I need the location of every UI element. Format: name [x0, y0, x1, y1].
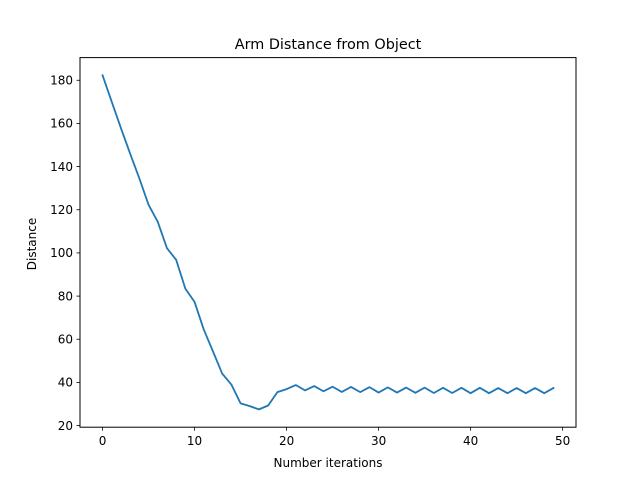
- y-tick-label: 20: [58, 419, 73, 433]
- plot-area: [101, 74, 555, 411]
- data-point: [479, 387, 480, 388]
- data-point: [222, 373, 223, 374]
- data-point: [544, 393, 545, 394]
- x-tick-label: 30: [371, 434, 386, 448]
- y-tick-label: 160: [50, 117, 73, 131]
- y-tick-label: 80: [58, 289, 73, 303]
- data-point: [332, 386, 333, 387]
- y-axis-label: Distance: [25, 218, 39, 270]
- data-point: [350, 386, 351, 387]
- data-point: [396, 392, 397, 393]
- data-point: [488, 393, 489, 394]
- y-tick-label: 40: [58, 376, 73, 390]
- x-tick-label: 40: [463, 434, 478, 448]
- data-point: [415, 392, 416, 393]
- data-point: [194, 301, 195, 302]
- data-point: [387, 387, 388, 388]
- data-point: [378, 392, 379, 393]
- data-point: [360, 392, 361, 393]
- data-point: [433, 392, 434, 393]
- data-point: [534, 387, 535, 388]
- data-point: [516, 387, 517, 388]
- data-point: [498, 387, 499, 388]
- data-point: [130, 153, 131, 154]
- data-point: [507, 393, 508, 394]
- data-point: [212, 351, 213, 352]
- data-point: [304, 390, 305, 391]
- data-point: [553, 387, 554, 388]
- y-tick-label: 60: [58, 332, 73, 346]
- data-point: [406, 387, 407, 388]
- data-point: [295, 384, 296, 385]
- data-point: [452, 392, 453, 393]
- axes-frame: [79, 57, 577, 428]
- data-point: [102, 75, 103, 76]
- data-point: [148, 204, 149, 205]
- data-point: [323, 391, 324, 392]
- x-tick-label: 0: [99, 434, 107, 448]
- y-tick-label: 120: [50, 203, 73, 217]
- data-point: [231, 384, 232, 385]
- data-point: [258, 409, 259, 410]
- series-line-0: [101, 74, 555, 411]
- x-axis-label: Number iterations: [274, 456, 383, 470]
- data-point: [166, 248, 167, 249]
- data-point: [139, 178, 140, 179]
- data-point: [424, 387, 425, 388]
- data-point: [240, 403, 241, 404]
- data-point: [185, 288, 186, 289]
- data-point: [525, 393, 526, 394]
- data-point: [277, 392, 278, 393]
- data-point: [442, 387, 443, 388]
- data-point: [203, 329, 204, 330]
- y-tick-label: 180: [50, 73, 73, 87]
- y-tick-label: 140: [50, 160, 73, 174]
- x-tick-label: 20: [279, 434, 294, 448]
- data-point: [369, 387, 370, 388]
- data-point: [111, 101, 112, 102]
- data-point: [341, 391, 342, 392]
- data-point: [120, 128, 121, 129]
- x-tick-label: 50: [555, 434, 570, 448]
- data-point: [461, 387, 462, 388]
- data-point: [314, 385, 315, 386]
- x-axis: 0 10 20 30 40 50: [99, 427, 570, 448]
- y-tick-label: 100: [50, 246, 73, 260]
- y-axis: 20 40 60 80 100 120 140 160 180: [50, 73, 80, 433]
- data-point: [157, 221, 158, 222]
- data-point: [286, 389, 287, 390]
- data-point: [176, 259, 177, 260]
- data-point: [268, 405, 269, 406]
- x-tick-label: 10: [187, 434, 202, 448]
- chart-title: Arm Distance from Object: [235, 37, 422, 53]
- data-point: [249, 406, 250, 407]
- data-point: [470, 393, 471, 394]
